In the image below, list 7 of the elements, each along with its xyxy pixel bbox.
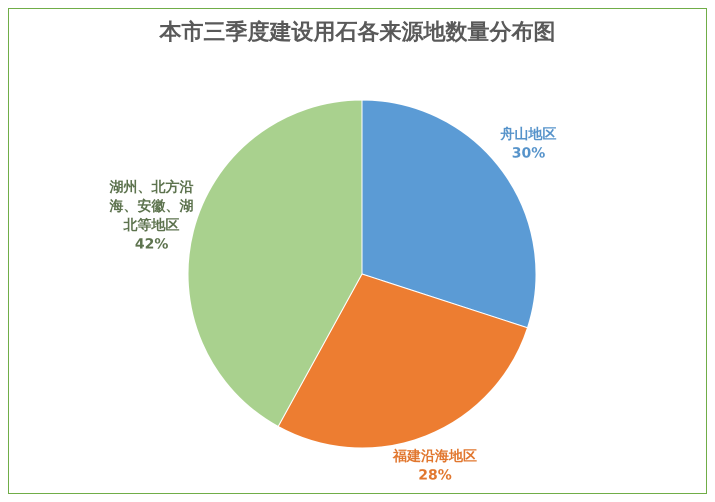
chart-title: 本市三季度建设用石各来源地数量分布图 [158,18,556,47]
data-label: 30% [512,146,546,162]
data-label: 28% [418,467,452,484]
slice-label: 福建沿海地区 [392,447,478,464]
slice-label: 舟山地区 [500,126,557,143]
data-label: 42% [134,236,168,253]
slice-label: 湖州、北方沿海、安徽、湖北等地区 [108,178,194,234]
